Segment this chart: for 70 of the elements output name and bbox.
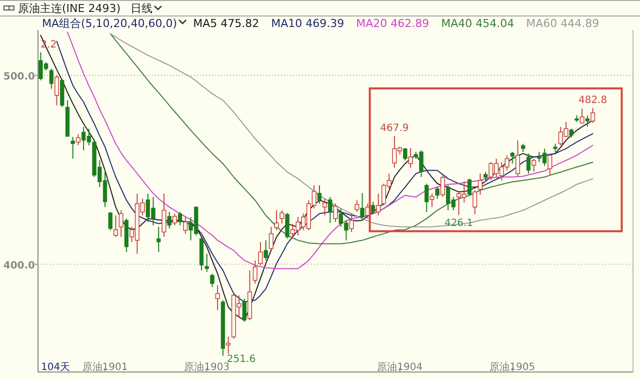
candlestick [440,175,445,198]
candlestick [76,134,80,146]
candlestick [54,74,60,106]
candlestick [403,147,408,161]
x-tick-label: 原油1903 [184,361,230,373]
candlestick [274,210,279,231]
text: MA5 475.82 [193,17,260,30]
annotation: 104天 [41,362,70,373]
candlestick [328,196,332,224]
candlestick [167,211,172,230]
candlestick [430,193,434,208]
candlestick [322,198,328,216]
chart-title: 原油主连(INE 2493) [18,2,120,15]
candlestick [354,200,360,212]
candlestick [183,216,188,234]
candlestick [435,186,440,200]
annotation: 426.1 [444,218,474,229]
candlestick [317,184,322,204]
candlestick [172,213,177,226]
candlestick [515,140,520,178]
candlestick [467,178,472,196]
candlestick [70,136,75,160]
candlestick [569,128,574,138]
candlestick [285,212,290,240]
candlestick [226,336,231,354]
annotation: 482.8 [578,94,608,106]
text: MA40 454.04 [441,17,514,30]
candlestick [49,68,54,90]
legend-title: MA组合(5,10,20,40,60,0) [42,17,178,30]
candlestick [210,273,214,288]
candlestick [258,242,263,266]
candlestick [532,158,536,172]
annotation: 467.9 [380,123,409,134]
x-tick-label: 原油1904 [377,361,423,373]
candlestick [580,108,584,124]
candlestick [424,183,429,212]
candlestick [548,153,552,176]
candlestick [526,153,531,174]
candlestick [376,193,381,216]
candlestick [252,260,258,284]
chart-subtitle: 日线 [130,2,152,15]
candlestick [408,147,413,168]
candlestick [264,240,268,261]
x-tick-label: 原油1905 [490,361,536,373]
candlestick [510,151,514,164]
candlestick [478,173,483,196]
text: MA60 444.89 [526,17,600,30]
candlestick [472,190,478,215]
candlestick [370,201,376,214]
candlestick [280,210,284,224]
candlestick [108,211,112,231]
candlestick [590,107,596,124]
candlestick [204,253,209,272]
candlestick [156,226,161,253]
candlestick [333,203,338,222]
candlestick [360,192,364,221]
candlestick [162,193,166,238]
candlestick [268,226,274,251]
candlestick [118,210,124,238]
text: MA20 462.89 [356,17,430,30]
y-tick-label: 500.0 [3,71,36,82]
candlestick [242,298,246,322]
candlestick [585,114,590,128]
text: MA10 469.39 [271,17,344,30]
candlestick [178,211,182,226]
candlestick [215,284,220,311]
candlestick [113,214,118,238]
y-tick-label: 400.0 [3,260,36,272]
x-tick-label: 原油1901 [82,361,128,373]
candlestick [349,213,354,232]
